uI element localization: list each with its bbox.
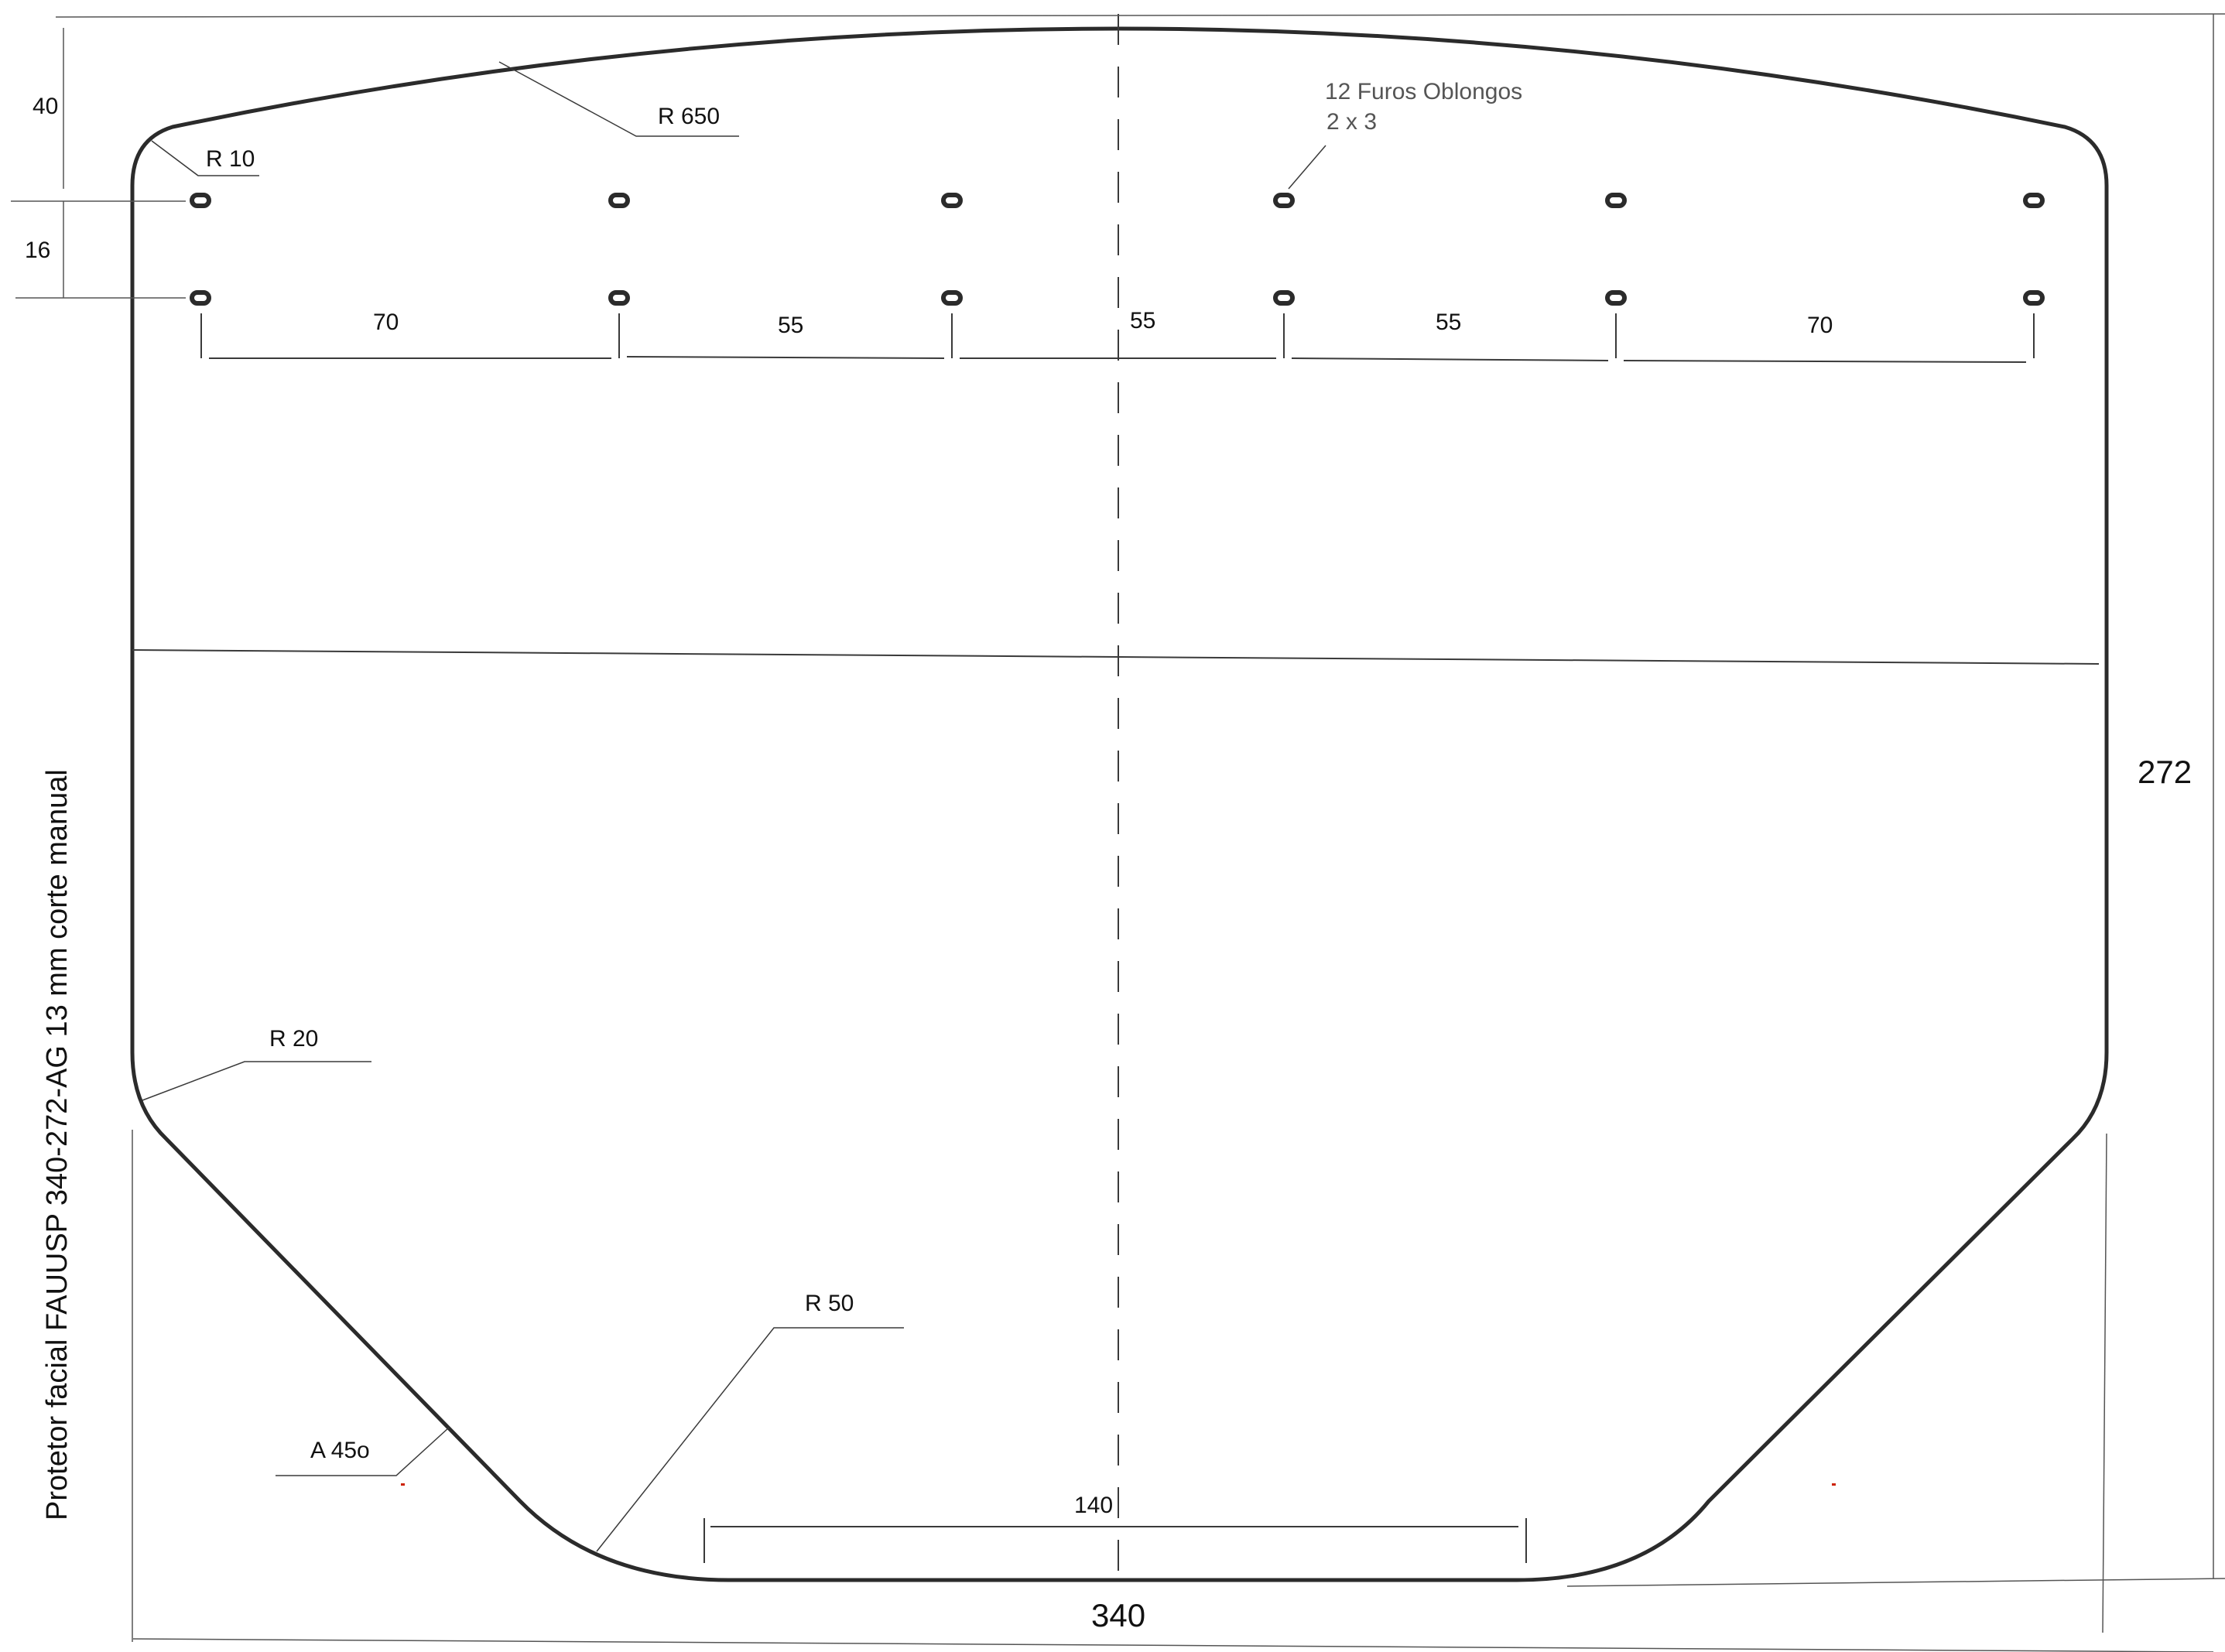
- hole: [1273, 193, 1295, 208]
- hole-note-line2: 2 x 3: [1326, 109, 1377, 135]
- bottom-flat-dimension: [703, 1518, 1527, 1563]
- r650-leader: [498, 61, 739, 137]
- leader-lines: [142, 61, 1326, 1552]
- r50-label: R 50: [805, 1291, 854, 1316]
- hole-note-line1: 12 Furos Oblongos: [1325, 79, 1522, 104]
- r10-label: R 10: [206, 146, 255, 172]
- r20-leader: [142, 1061, 371, 1101]
- hole: [190, 290, 211, 306]
- a45-leader: [276, 1427, 450, 1476]
- spacing-label-5: 70: [1807, 313, 1833, 338]
- hole: [608, 193, 630, 208]
- hole: [190, 193, 211, 208]
- overall-width-label: 340: [1091, 1597, 1145, 1633]
- hole: [2023, 193, 2045, 208]
- overall-dimension-lines: [132, 14, 2225, 1652]
- top-offset-label: 40: [33, 94, 58, 119]
- row-spacing-label: 16: [25, 238, 50, 263]
- r20-label: R 20: [269, 1026, 318, 1052]
- hole: [941, 290, 963, 306]
- hole: [2023, 290, 2045, 306]
- overall-height-label: 272: [2138, 754, 2192, 790]
- r650-label: R 650: [658, 104, 720, 129]
- shield-outline: [130, 26, 2109, 1582]
- bottom-flat-label: 140: [1074, 1493, 1113, 1518]
- oblong-holes: [190, 193, 2045, 306]
- hole: [1273, 290, 1295, 306]
- hole: [941, 193, 963, 208]
- hole-note-leader: [1288, 145, 1326, 190]
- hole: [1605, 193, 1627, 208]
- a45-label: A 45o: [310, 1438, 370, 1463]
- spacing-label-4: 55: [1436, 310, 1461, 335]
- top-extension-line: [55, 13, 2225, 18]
- hole: [1605, 290, 1627, 306]
- red-marks: [401, 1483, 1836, 1486]
- fold-line: [132, 649, 2100, 665]
- r50-leader: [596, 1327, 904, 1552]
- hole: [608, 290, 630, 306]
- spacing-label-1: 70: [373, 310, 399, 335]
- drawing-title: Protetor facial FAUUSP 340-272-AG 13 mm …: [41, 769, 74, 1520]
- hole-spacing-dimensions: [200, 313, 2035, 363]
- spacing-label-3: 55: [1130, 308, 1155, 333]
- spacing-label-2: 55: [778, 313, 803, 338]
- r10-leader: [151, 140, 259, 176]
